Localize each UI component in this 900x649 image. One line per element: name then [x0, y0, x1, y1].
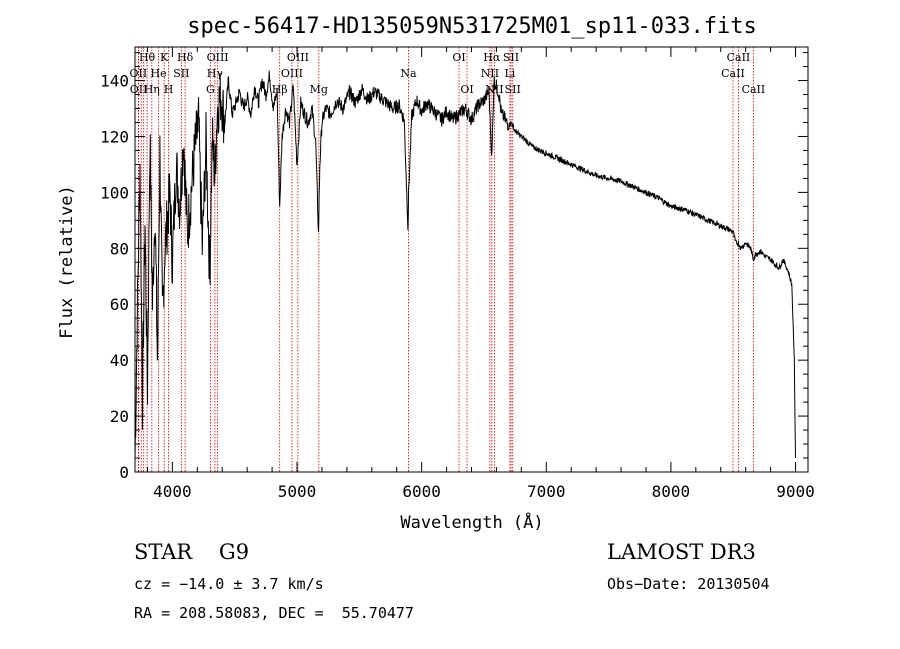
spectral-line-label: K — [160, 51, 169, 64]
spectral-line-label: CaII — [742, 83, 766, 96]
spectral-line-label: Na — [400, 67, 417, 80]
spectral-line-label: OII — [130, 83, 148, 96]
spectral-line-label: SII — [503, 51, 519, 64]
spectral-line-label: Li — [504, 67, 515, 80]
spectral-line-label: He — [151, 67, 167, 80]
flux-series-line — [134, 70, 796, 459]
spectral-line-label: Hδ — [177, 51, 194, 64]
y-tick-label: 100 — [100, 183, 129, 202]
spectral-line-label: Mg — [310, 83, 328, 96]
y-axis-label: Flux (relative) — [57, 185, 77, 339]
spectral-marker-lines — [137, 47, 754, 472]
spectral-line-label: OII — [130, 67, 148, 80]
spectral-line-label: Hθ — [139, 51, 156, 64]
spectral-line-label: Hα — [483, 51, 501, 64]
plot-frame — [134, 46, 809, 473]
axis-ticks: 4000 5000 6000 7000 8000 9000 0 20 40 60 80 100 120 1… — [100, 47, 815, 501]
survey-name: LAMOST DR3 — [607, 540, 756, 564]
spectral-line-label: OI — [460, 83, 473, 96]
spectral-line-label: OIII — [207, 51, 229, 64]
observation-date: Obs−Date: 20130504 — [607, 575, 770, 593]
y-tick-label: 0 — [119, 463, 129, 482]
spectral-line-label: Hγ — [207, 67, 224, 80]
x-tick-label: 5000 — [278, 482, 317, 501]
y-tick-label: 80 — [110, 239, 129, 258]
spectral-line-label: NII — [481, 67, 499, 80]
spectral-line-label: CaII — [721, 67, 745, 80]
y-tick-label: 60 — [110, 295, 129, 314]
x-tick-label: 6000 — [402, 482, 441, 501]
x-tick-label: 7000 — [527, 482, 566, 501]
chart-title: spec-56417-HD135059N531725M01_sp11-033.f… — [187, 14, 757, 39]
spectral-line-label: Hη — [144, 83, 160, 96]
coordinates: RA = 208.58083, DEC = 55.70477 — [134, 604, 414, 622]
spectral-line-label: SII — [173, 67, 189, 80]
redshift-velocity: cz = −14.0 ± 3.7 km/s — [134, 575, 324, 593]
spectral-line-label: OIII — [281, 67, 303, 80]
x-axis-label: Wavelength (Å) — [400, 511, 543, 533]
spectral-line-label: CaII — [727, 51, 751, 64]
x-tick-label: 8000 — [652, 482, 691, 501]
y-tick-label: 120 — [100, 127, 129, 146]
x-tick-label: 4000 — [153, 482, 192, 501]
spectral-line-label: OIII — [287, 51, 309, 64]
spectral-line-label: NII — [485, 83, 503, 96]
spectral-line-label: SII — [505, 83, 521, 96]
x-tick-label: 9000 — [776, 482, 815, 501]
spectral-line-label: G — [206, 83, 215, 96]
spectral-line-label: OI — [452, 51, 465, 64]
spectral-line-label: Hβ — [272, 83, 288, 96]
y-tick-label: 20 — [110, 407, 129, 426]
y-tick-label: 140 — [100, 72, 129, 91]
spectral-line-label: H — [164, 83, 174, 96]
y-tick-label: 40 — [110, 351, 129, 370]
object-class: STAR G9 — [134, 540, 250, 564]
